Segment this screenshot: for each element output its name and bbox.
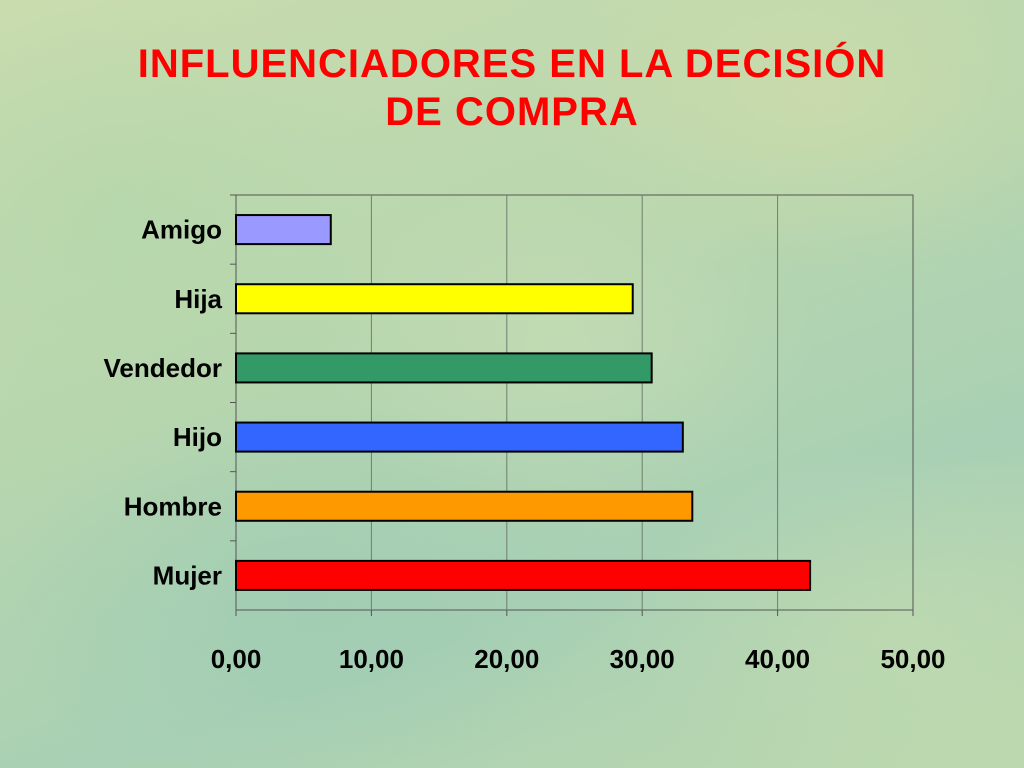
bars bbox=[235, 214, 812, 591]
category-label: Hombre bbox=[124, 491, 222, 521]
slide-title-line-1: INFLUENCIADORES EN LA DECISIÓN bbox=[137, 42, 887, 86]
x-tick-label: 20,00 bbox=[474, 644, 539, 674]
x-tick-label: 40,00 bbox=[745, 644, 810, 674]
category-label: Amigo bbox=[141, 215, 222, 245]
category-label: Hijo bbox=[173, 422, 222, 452]
slide-title-line-2: DE COMPRA bbox=[385, 90, 639, 134]
x-tick-labels: 0,00 10,00 20,00 30,00 40,00 50,00 bbox=[211, 644, 946, 674]
x-tick-label: 30,00 bbox=[610, 644, 675, 674]
x-tick-label: 10,00 bbox=[339, 644, 404, 674]
bar-amigo bbox=[235, 214, 332, 246]
bar-vendedor bbox=[235, 352, 653, 384]
slide-title: INFLUENCIADORES EN LA DECISIÓN DE COMPRA bbox=[0, 40, 1024, 136]
category-label: Vendedor bbox=[104, 353, 222, 383]
bar-mujer bbox=[235, 559, 812, 591]
category-labels: Amigo Hija Vendedor Hijo Hombre Mujer bbox=[104, 215, 223, 591]
bar-hija bbox=[235, 283, 634, 315]
gridlines bbox=[230, 194, 914, 616]
bar-hijo bbox=[235, 421, 684, 453]
x-tick-label: 0,00 bbox=[211, 644, 262, 674]
x-tick-label: 50,00 bbox=[880, 644, 945, 674]
plot-area bbox=[235, 194, 914, 611]
category-label: Hija bbox=[174, 284, 222, 314]
category-label: Mujer bbox=[153, 560, 222, 590]
bar-hombre bbox=[235, 490, 694, 522]
